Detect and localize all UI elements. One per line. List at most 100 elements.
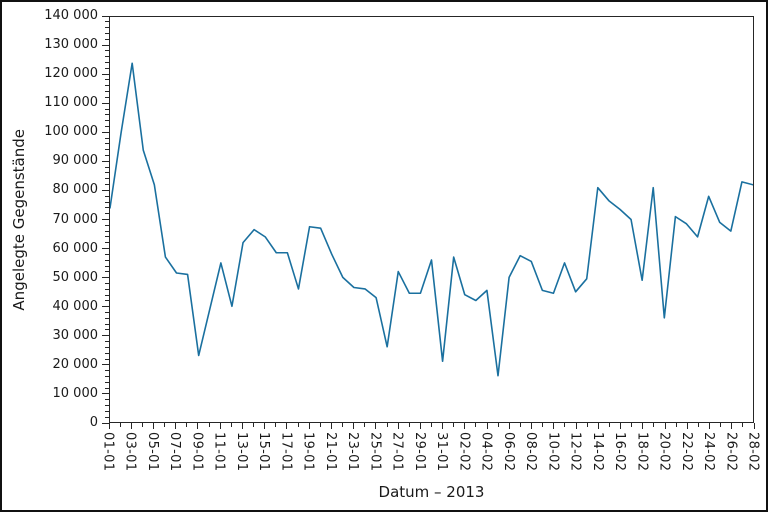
x-tick-label: 09-01 [189,432,205,472]
x-major-tick [531,423,533,429]
x-minor-tick [230,423,232,427]
x-minor-tick [186,423,188,427]
x-major-tick [464,423,466,429]
y-minor-tick [105,207,109,209]
x-major-tick [486,423,488,429]
y-minor-tick [105,38,109,40]
x-minor-tick [364,423,366,427]
x-major-tick [241,423,243,429]
x-tick-label: 03-01 [122,432,138,472]
y-minor-tick [105,178,109,180]
y-major-tick [102,364,109,366]
y-minor-tick [105,155,109,157]
x-major-tick [642,423,644,429]
y-minor-tick [105,358,109,360]
y-minor-tick [105,236,109,238]
x-minor-tick [319,423,321,427]
y-major-tick [102,15,109,17]
y-minor-tick [105,96,109,98]
y-major-tick [102,277,109,279]
plot-area [109,16,754,423]
y-major-tick [102,131,109,133]
y-major-tick [102,102,109,104]
x-minor-tick [519,423,521,427]
x-tick-label: 13-01 [233,432,249,472]
y-minor-tick [105,253,109,255]
y-minor-tick [105,201,109,203]
x-tick-label: 31-01 [434,432,450,472]
x-minor-tick [119,423,121,427]
y-tick-label: 140 000 [44,8,98,23]
y-minor-tick [105,375,109,377]
y-tick-label: 30 000 [52,327,99,343]
y-minor-tick [105,50,109,52]
y-minor-tick [105,405,109,407]
x-minor-tick [742,423,744,427]
x-tick-label: 19-01 [300,432,316,472]
y-minor-tick [105,416,109,418]
y-minor-tick [105,323,109,325]
x-tick-label: 17-01 [278,432,294,472]
x-minor-tick [164,423,166,427]
y-major-tick [102,160,109,162]
y-minor-tick [105,108,109,110]
x-major-tick [375,423,377,429]
x-tick-label: 29-01 [411,432,427,472]
y-minor-tick [105,143,109,145]
y-minor-tick [105,125,109,127]
y-major-tick [102,44,109,46]
y-major-tick [102,219,109,220]
y-minor-tick [105,120,109,122]
x-minor-tick [386,423,388,427]
x-major-tick [353,423,355,429]
y-minor-tick [105,137,109,139]
y-minor-tick [105,114,109,116]
x-major-tick [664,423,666,429]
y-minor-tick [105,387,109,389]
y-minor-tick [105,195,109,197]
y-major-tick [102,422,109,424]
x-major-tick [686,423,688,429]
y-tick-label: 90 000 [52,153,99,169]
y-minor-tick [105,184,109,186]
x-tick-label: 05-01 [144,432,160,472]
y-tick-label: 50 000 [52,269,99,285]
x-major-tick [330,423,332,429]
y-tick-label: 40 000 [52,298,99,314]
y-minor-tick [105,329,109,331]
x-tick-label: 24-02 [701,432,717,472]
y-minor-tick [105,265,109,267]
x-minor-tick [675,423,677,427]
y-minor-tick [105,288,109,290]
x-minor-tick [475,423,477,427]
x-tick-label: 04-02 [478,432,494,472]
x-axis-title: Datum – 2013 [378,483,485,501]
y-minor-tick [105,213,109,215]
y-tick-label: 0 [89,415,98,430]
y-major-tick [102,306,109,308]
y-minor-tick [105,381,109,383]
x-major-tick [731,423,733,429]
y-major-tick [102,189,109,191]
x-tick-label: 18-02 [634,432,650,472]
x-major-tick [197,423,199,429]
y-major-tick [102,393,109,395]
x-tick-label: 28-02 [745,432,761,472]
y-minor-tick [105,300,109,302]
x-minor-tick [453,423,455,427]
x-minor-tick [208,423,210,427]
x-tick-label: 10-02 [545,432,561,472]
y-tick-label: 100 000 [44,124,98,140]
x-major-tick [308,423,310,429]
x-major-tick [553,423,555,429]
x-minor-tick [608,423,610,427]
x-tick-label: 11-01 [211,432,227,472]
x-major-tick [108,423,110,429]
y-tick-label: 130 000 [44,37,98,53]
x-major-tick [442,423,444,429]
y-tick-label: 60 000 [52,240,99,256]
x-major-tick [219,423,221,429]
x-tick-label: 08-02 [523,432,539,472]
x-major-tick [175,423,177,429]
